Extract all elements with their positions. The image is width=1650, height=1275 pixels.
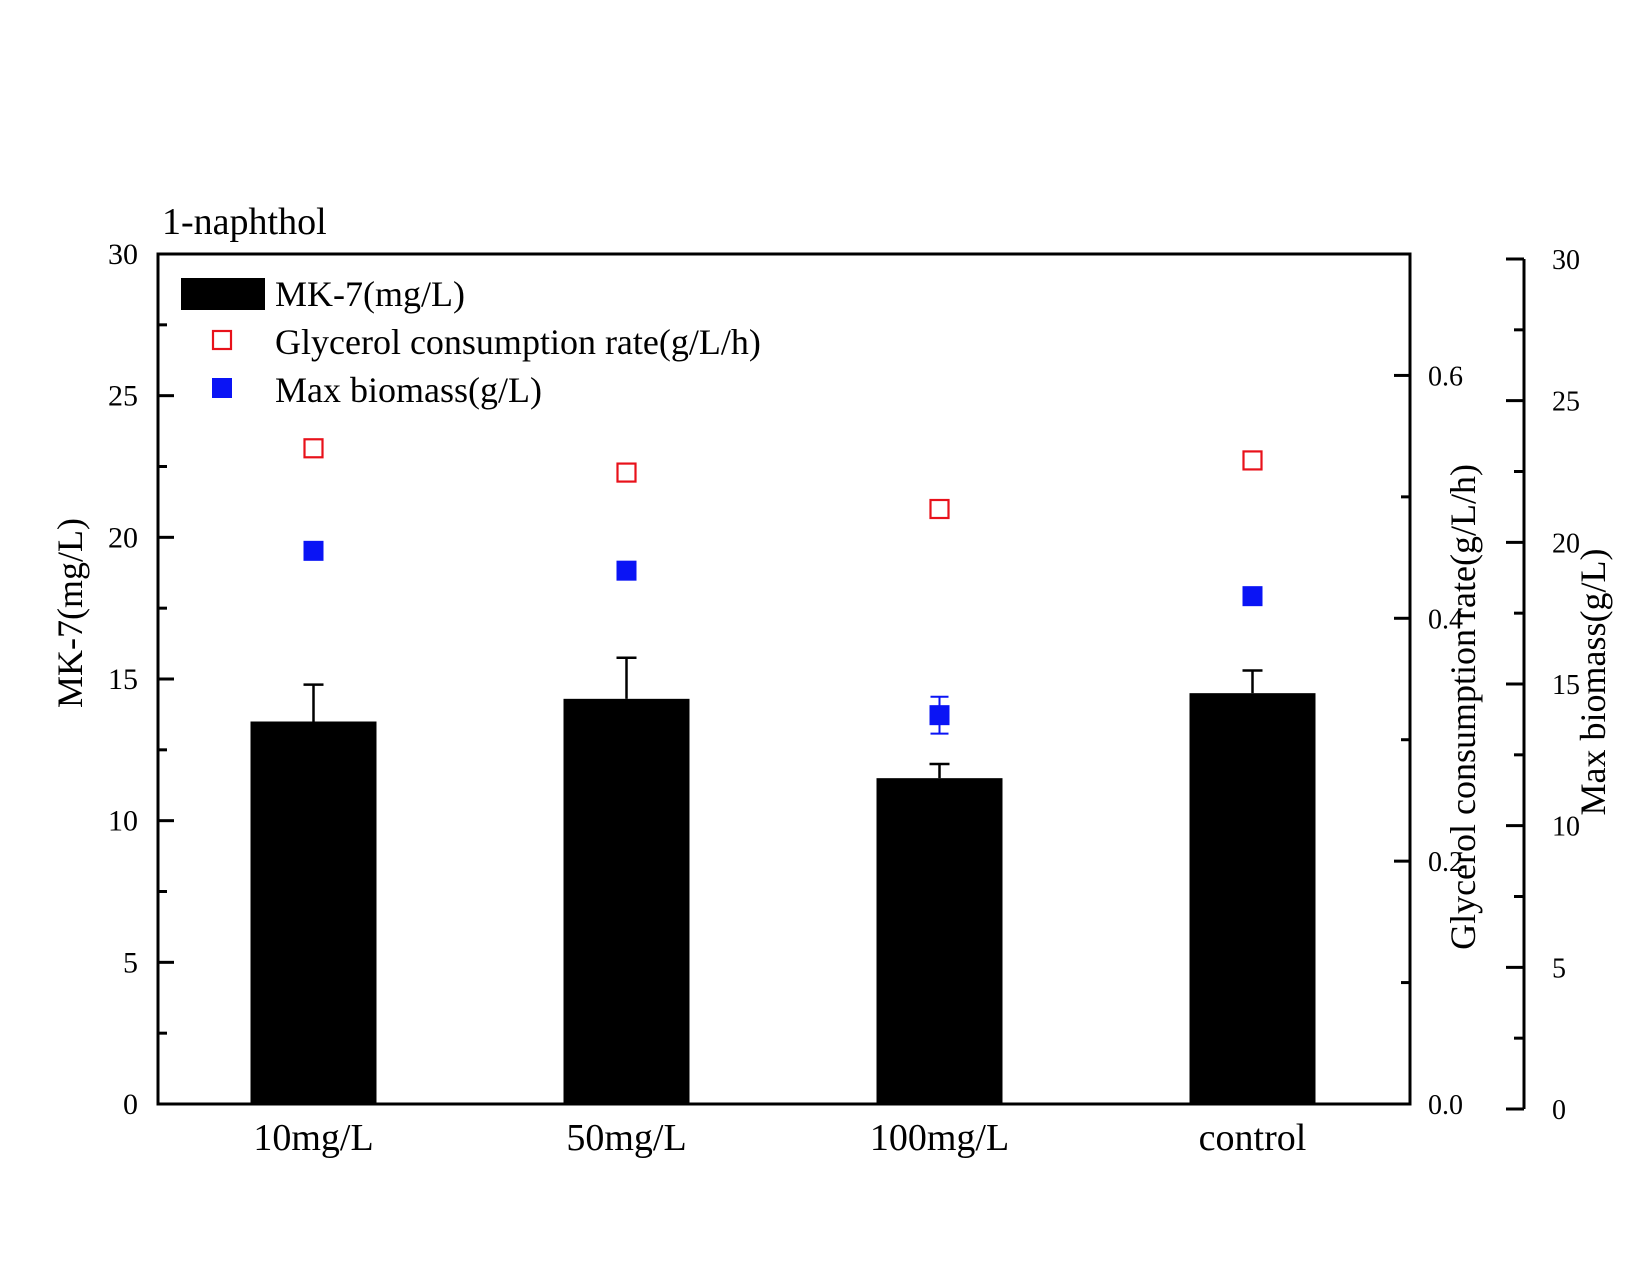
right1-axis-title: Glycerol consumption rate(g/L/h): [1443, 464, 1483, 950]
biomass-point: [616, 560, 637, 581]
right2-axis-tick-label: 25: [1552, 387, 1580, 418]
mk7-bar: [563, 698, 690, 1104]
biomass-point: [303, 540, 324, 561]
left-axis-tick-label: 25: [108, 380, 138, 413]
right2-axis-title: Max biomass(g/L): [1573, 549, 1613, 816]
biomass-point: [1242, 586, 1263, 607]
right2-axis-tick-label: 10: [1552, 812, 1580, 843]
legend-label-glycerol: Glycerol consumption rate(g/L/h): [275, 322, 761, 362]
x-category-label: 100mg/L: [870, 1117, 1009, 1159]
right2-axis-tick-label: 5: [1552, 953, 1566, 984]
glycerol-point: [616, 462, 637, 483]
legend-label-biomass: Max biomass(g/L): [275, 370, 542, 410]
right2-axis-tick-label: 0: [1552, 1095, 1566, 1126]
mk7-bar: [250, 721, 377, 1104]
glycerol-point: [303, 438, 324, 459]
mk7-bar: [1189, 693, 1316, 1104]
right1-axis-tick-label: 0.6: [1428, 361, 1463, 392]
left-axis-tick-label: 0: [123, 1088, 138, 1121]
x-category-label: 50mg/L: [566, 1117, 686, 1159]
left-axis-tick-label: 5: [123, 946, 138, 979]
right2-axis-tick-label: 20: [1552, 528, 1580, 559]
x-category-label: 10mg/L: [253, 1117, 373, 1159]
x-category-label: control: [1199, 1117, 1307, 1159]
left-axis-tick-label: 20: [108, 521, 138, 554]
legend: MK-7(mg/L) Glycerol consumption rate(g/L/…: [181, 274, 761, 410]
left-axis-title: MK-7(mg/L): [50, 518, 90, 708]
legend-swatch-biomass: [212, 378, 232, 398]
right2-axis-tick-label: 30: [1552, 245, 1580, 276]
legend-swatch-mk7: [181, 278, 265, 310]
left-axis-tick-label: 15: [108, 663, 138, 696]
chart-title: 1-naphthol: [162, 201, 327, 243]
right1-axis-tick-label: 0.2: [1428, 847, 1463, 878]
right1-axis-tick-label: 0.4: [1428, 604, 1463, 635]
right2-axis-tick-label: 15: [1552, 670, 1580, 701]
glycerol-point: [929, 498, 950, 520]
left-axis-tick-label: 30: [108, 238, 138, 271]
right1-axis-tick-label: 0.0: [1428, 1090, 1463, 1121]
legend-label-mk7: MK-7(mg/L): [275, 274, 465, 314]
biomass-point: [929, 705, 950, 726]
glycerol-point: [1242, 450, 1263, 471]
mk7-bar: [876, 778, 1003, 1104]
legend-swatch-glycerol: [211, 329, 233, 351]
left-axis-tick-label: 10: [108, 805, 138, 838]
